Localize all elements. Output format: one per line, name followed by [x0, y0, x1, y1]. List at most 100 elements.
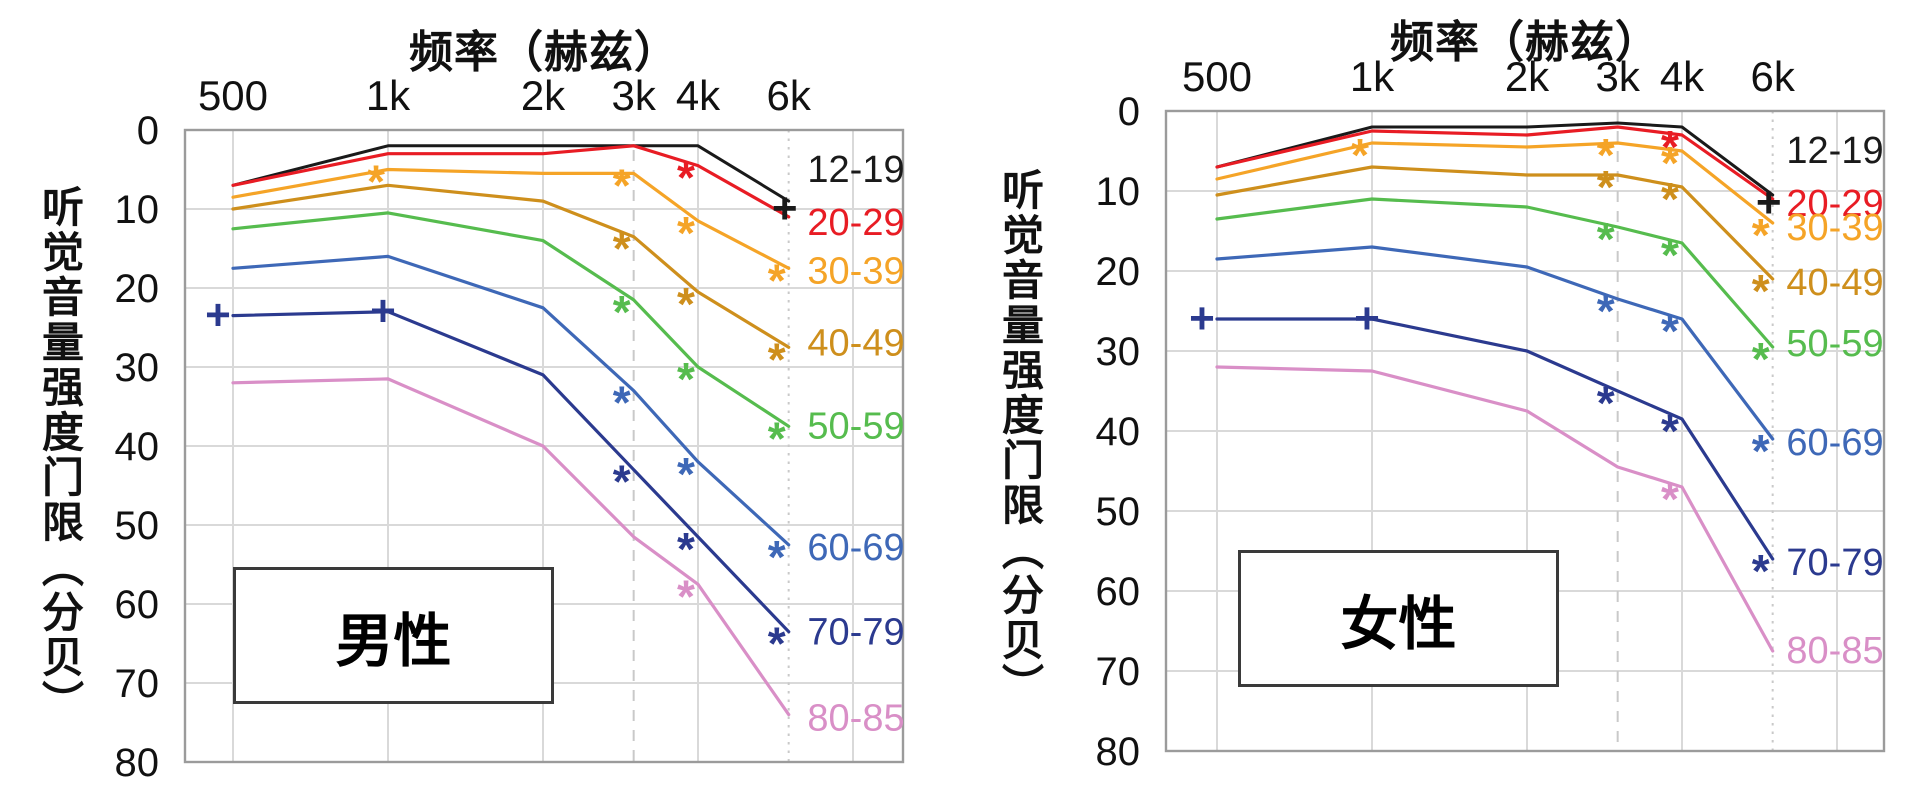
y-tick-label: 30	[1096, 330, 1141, 374]
star-marker-70-79: *	[1752, 545, 1770, 597]
x-tick-label: 4k	[676, 72, 721, 119]
series-line-50-59	[1215, 197, 1775, 349]
series-line-30-39	[231, 167, 791, 270]
plot-frame	[1164, 109, 1886, 753]
legend-label-20-29: 20-29	[807, 202, 904, 244]
series-line-70-79	[231, 310, 791, 634]
y-tick-label: 80	[1096, 730, 1141, 774]
plus-marker-12-19: +	[1756, 178, 1782, 227]
star-marker-70-79: *	[613, 456, 631, 508]
female-chart-panel: 频率（赫兹） 听觉音量强度门限（分贝） 0 10 20 30 40 50 60 70 80 500…	[960, 0, 1920, 790]
star-marker-50-59: *	[677, 353, 695, 405]
female-panel-label-box: 女性	[1238, 550, 1559, 687]
y-tick-label: 60	[1096, 570, 1141, 614]
star-marker-30-39: *	[1752, 209, 1770, 261]
star-marker-60-69: *	[613, 377, 631, 429]
legend-label-70-79: 70-79	[1786, 542, 1883, 584]
star-marker-30-39: *	[677, 207, 695, 259]
series-line-80-85	[1215, 365, 1775, 653]
legend-label-70-79: 70-79	[807, 612, 904, 654]
plus-marker-12-19: +	[772, 184, 798, 233]
star-marker-70-79: *	[677, 523, 695, 575]
female-panel-label: 女性	[1340, 591, 1457, 657]
star-marker-40-49: *	[1752, 265, 1770, 317]
series-line-12-19	[1215, 121, 1775, 197]
y-tick-label: 0	[137, 109, 159, 153]
star-marker-50-59: *	[613, 286, 631, 338]
legend-label-12-19: 12-19	[807, 149, 904, 191]
plus-marker-70-79: +	[370, 287, 396, 336]
x-axis-title-female: 频率（赫兹）	[1390, 18, 1660, 67]
star-marker-80-85: *	[1661, 473, 1679, 525]
star-marker-40-49: *	[768, 333, 786, 385]
y-tick-label: 30	[115, 346, 160, 390]
series-line-60-69	[1215, 245, 1775, 441]
y-tick-label: 50	[115, 504, 160, 548]
x-tick-label: 2k	[1505, 53, 1550, 100]
star-marker-60-69: *	[677, 448, 695, 500]
series-line-70-79	[1215, 317, 1775, 561]
y-tick-label: 80	[115, 741, 160, 785]
star-marker-30-39: *	[1351, 129, 1369, 181]
y-tick-label: 60	[115, 583, 160, 627]
legend-label-20-29: 20-29	[1786, 183, 1883, 225]
plot-frame	[183, 128, 905, 764]
y-tick-label: 20	[115, 267, 160, 311]
y-tick-label: 70	[1096, 650, 1141, 694]
legend-label-50-59: 50-59	[807, 405, 904, 447]
series-line-20-29	[231, 144, 791, 219]
legend-label-30-39: 30-39	[1786, 207, 1883, 249]
legend-label-80-85: 80-85	[807, 698, 904, 740]
star-marker-40-49: *	[677, 278, 695, 330]
star-marker-60-69: *	[1597, 285, 1615, 337]
male-chart-panel: 频率（赫兹） 听觉音量强度门限（分贝） 0 10 20 30 40 50 60 70 80 500…	[36, 28, 905, 785]
x-tick-label: 3k	[611, 72, 656, 119]
plus-marker-70-79: +	[1354, 294, 1380, 343]
y-axis-title-male: 听觉音量强度门限（分贝）	[36, 185, 84, 725]
legend-label-30-39: 30-39	[807, 250, 904, 292]
star-marker-50-59: *	[1597, 213, 1615, 265]
y-tick-label: 70	[115, 662, 160, 706]
star-marker-30-39: *	[1661, 137, 1679, 189]
series-line-60-69	[231, 254, 791, 547]
x-tick-label: 6k	[766, 72, 811, 119]
star-marker-30-39: *	[1597, 129, 1615, 181]
star-marker-20-29: *	[677, 152, 695, 204]
x-tick-label: 1k	[1350, 53, 1395, 100]
x-axis-title-male: 频率（赫兹）	[409, 28, 679, 77]
y-tick-label: 10	[115, 188, 160, 232]
star-marker-80-85: *	[677, 570, 695, 622]
y-axis-title-female: 听觉音量强度门限（分贝）	[996, 168, 1044, 708]
star-marker-40-49: *	[1661, 173, 1679, 225]
star-marker-30-39: *	[768, 254, 786, 306]
legend-label-50-59: 50-59	[1786, 323, 1883, 365]
male-panel-label-box: 男性	[233, 567, 554, 704]
y-tick-label: 40	[115, 425, 160, 469]
plus-marker-70-79: +	[1189, 294, 1215, 343]
x-tick-label: 500	[198, 72, 268, 119]
y-tick-label: 40	[1096, 410, 1141, 454]
series-line-30-39	[1215, 141, 1775, 225]
legend-label-80-85: 80-85	[1786, 630, 1883, 672]
legend-label-60-69: 60-69	[807, 527, 904, 569]
x-tick-label: 500	[1182, 53, 1252, 100]
legend-label-40-49: 40-49	[807, 322, 904, 364]
series-line-80-85	[231, 377, 791, 717]
star-marker-50-59: *	[1752, 333, 1770, 385]
star-marker-60-69: *	[1661, 305, 1679, 357]
star-marker-70-79: *	[1597, 377, 1615, 429]
x-tick-label: 3k	[1595, 53, 1640, 100]
star-marker-40-49: *	[1597, 161, 1615, 213]
x-tick-label: 1k	[366, 72, 411, 119]
series-line-40-49	[1215, 165, 1775, 281]
x-tick-label: 6k	[1750, 53, 1795, 100]
y-tick-label: 0	[1118, 90, 1140, 134]
male-panel-label: 男性	[335, 608, 452, 674]
star-marker-30-39: *	[367, 156, 385, 208]
series-line-40-49	[231, 183, 791, 349]
legend-label-40-49: 40-49	[1786, 262, 1883, 304]
series-line-20-29	[1215, 125, 1775, 201]
star-marker-40-49: *	[613, 223, 631, 275]
legend-label-12-19: 12-19	[1786, 130, 1883, 172]
